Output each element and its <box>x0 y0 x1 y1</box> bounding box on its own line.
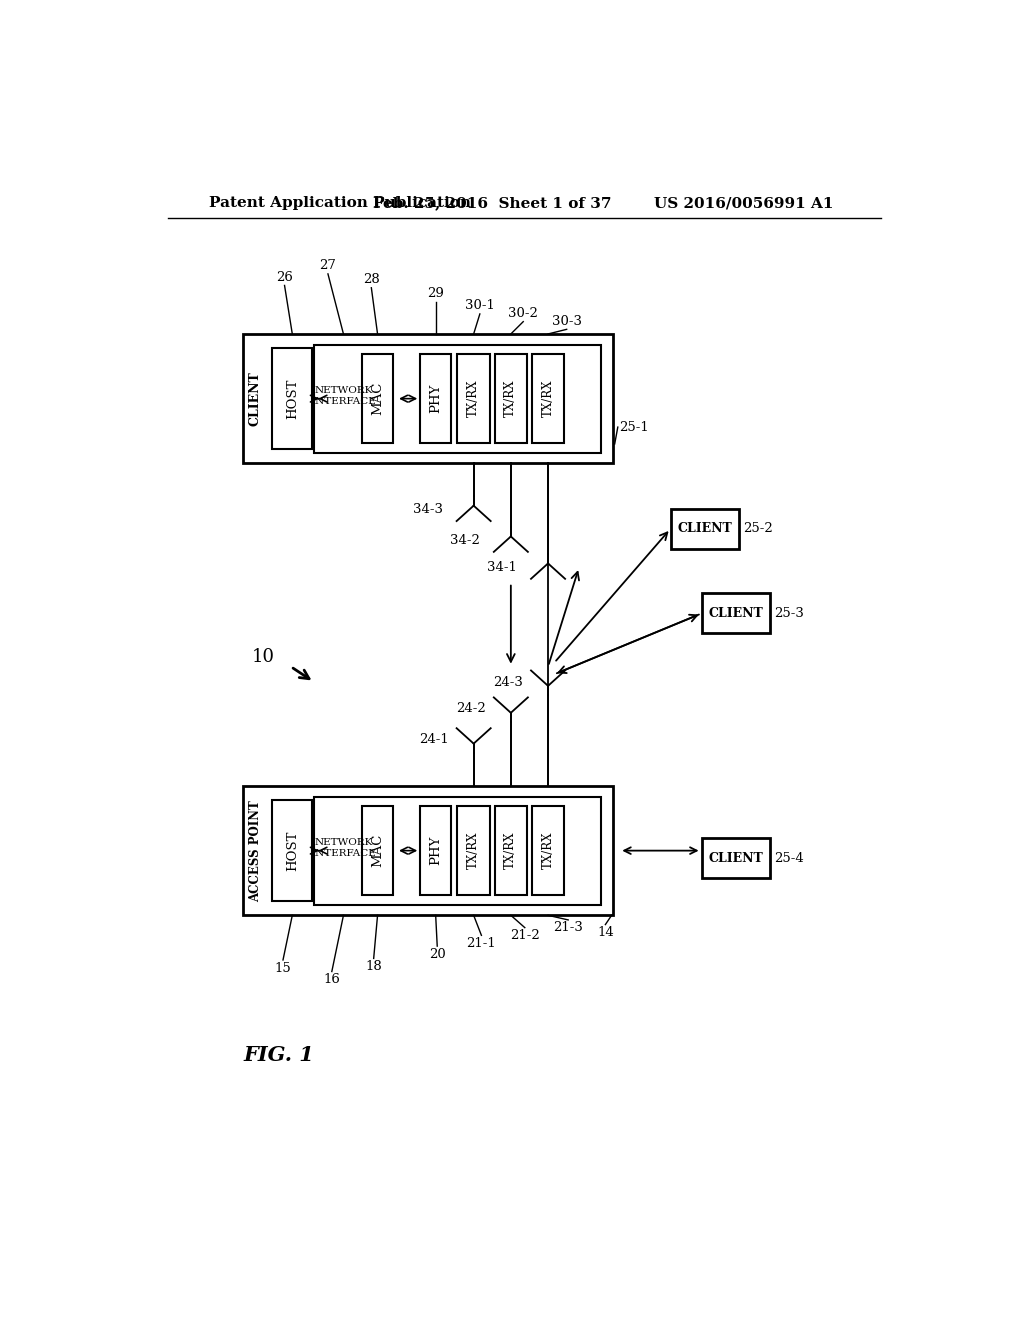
Bar <box>458 354 489 444</box>
Text: FIG. 1: FIG. 1 <box>244 1045 314 1065</box>
Text: 27: 27 <box>319 259 337 272</box>
Text: NETWORK: NETWORK <box>314 838 373 847</box>
Text: 24-1: 24-1 <box>419 733 449 746</box>
Text: 14: 14 <box>597 927 613 939</box>
Bar <box>362 354 393 444</box>
Text: ACCESS POINT: ACCESS POINT <box>249 800 261 902</box>
Text: 25-2: 25-2 <box>743 523 773 536</box>
Text: Patent Application Publication: Patent Application Publication <box>209 197 471 210</box>
Text: MAC: MAC <box>371 381 384 416</box>
Text: 34-2: 34-2 <box>450 533 480 546</box>
Text: 25-3: 25-3 <box>774 607 804 620</box>
Text: PHY: PHY <box>429 836 442 866</box>
Text: TX/RX: TX/RX <box>542 380 555 417</box>
Bar <box>531 354 564 444</box>
Text: 24-2: 24-2 <box>457 702 486 715</box>
Bar <box>671 508 738 549</box>
Text: HOST: HOST <box>286 379 299 418</box>
Text: 34-3: 34-3 <box>413 503 442 516</box>
Text: 15: 15 <box>274 961 292 974</box>
Text: 21-2: 21-2 <box>510 929 540 942</box>
Text: 28: 28 <box>362 273 380 286</box>
Text: TX/RX: TX/RX <box>505 832 517 870</box>
Text: 30-1: 30-1 <box>465 300 495 313</box>
Text: 34-1: 34-1 <box>487 561 517 574</box>
Bar <box>272 800 312 902</box>
Text: CLIENT: CLIENT <box>709 607 763 620</box>
Text: 30-2: 30-2 <box>508 308 539 321</box>
Bar <box>314 345 601 453</box>
Bar <box>243 334 613 463</box>
Text: 21-1: 21-1 <box>467 937 497 950</box>
Bar <box>531 807 564 895</box>
Text: CLIENT: CLIENT <box>249 371 261 426</box>
Text: TX/RX: TX/RX <box>505 380 517 417</box>
Text: NETWORK: NETWORK <box>314 387 373 396</box>
Text: TX/RX: TX/RX <box>542 832 555 870</box>
Bar <box>243 785 613 915</box>
Bar <box>495 807 527 895</box>
Text: US 2016/0056991 A1: US 2016/0056991 A1 <box>653 197 834 210</box>
Text: PHY: PHY <box>429 384 442 413</box>
Bar <box>272 348 312 449</box>
Text: 21-3: 21-3 <box>553 921 583 935</box>
Text: 30-3: 30-3 <box>552 314 582 327</box>
Text: 18: 18 <box>366 960 382 973</box>
Text: 16: 16 <box>324 973 340 986</box>
Bar <box>701 594 770 634</box>
Text: TX/RX: TX/RX <box>467 832 480 870</box>
Text: INTERFACE: INTERFACE <box>311 397 376 407</box>
Text: CLIENT: CLIENT <box>709 851 763 865</box>
Bar <box>362 807 393 895</box>
Text: HOST: HOST <box>286 830 299 871</box>
Text: MAC: MAC <box>371 834 384 867</box>
Text: CLIENT: CLIENT <box>677 523 732 536</box>
Text: 10: 10 <box>252 648 275 667</box>
Text: 25-1: 25-1 <box>620 421 649 433</box>
Text: Feb. 25, 2016  Sheet 1 of 37: Feb. 25, 2016 Sheet 1 of 37 <box>373 197 611 210</box>
Text: INTERFACE: INTERFACE <box>311 849 376 858</box>
Bar <box>495 354 527 444</box>
Text: 24-3: 24-3 <box>494 676 523 689</box>
Text: 29: 29 <box>427 286 444 300</box>
Bar <box>701 838 770 878</box>
Bar <box>314 797 601 904</box>
Text: 20: 20 <box>429 948 445 961</box>
Text: 26: 26 <box>276 271 293 284</box>
Text: 25-4: 25-4 <box>774 851 804 865</box>
Bar <box>458 807 489 895</box>
Text: TX/RX: TX/RX <box>467 380 480 417</box>
Bar <box>420 807 452 895</box>
Bar <box>420 354 452 444</box>
